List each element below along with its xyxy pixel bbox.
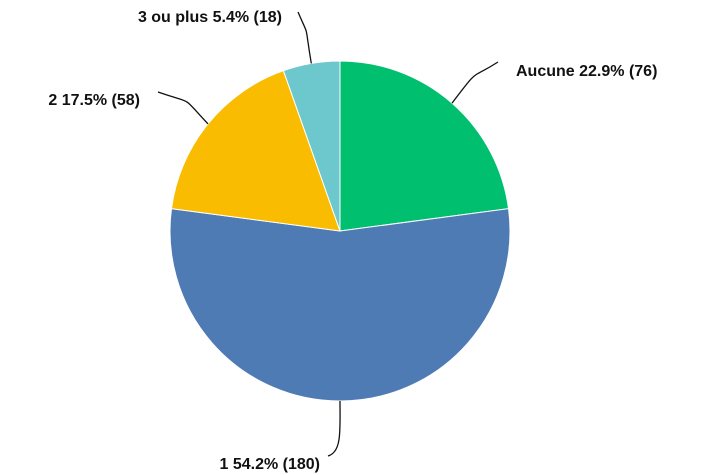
value-label: 54.2% (180) — [233, 456, 320, 473]
pie-slice — [282, 60, 341, 232]
leader-line — [451, 61, 499, 104]
value-label: 5.4% (18) — [213, 9, 282, 26]
pie-slice — [339, 60, 510, 232]
slice-label: Aucune 22.9% (76) — [516, 63, 657, 80]
category-name: 1 — [219, 456, 228, 473]
leader-line — [157, 91, 209, 125]
category-name: Aucune — [516, 63, 575, 80]
slice-label: 1 54.2% (180) — [219, 456, 320, 473]
value-label: 17.5% (58) — [62, 92, 140, 109]
category-name: 2 — [48, 92, 57, 109]
leader-line — [327, 400, 341, 457]
slice-label: 2 17.5% (58) — [48, 92, 140, 109]
value-label: 22.9% (76) — [579, 63, 657, 80]
pie-slice — [170, 70, 341, 232]
slice-label: 3 ou plus 5.4% (18) — [138, 9, 282, 26]
category-name: 3 ou plus — [138, 9, 208, 26]
pie-slice — [169, 208, 511, 402]
leader-line — [297, 11, 312, 64]
